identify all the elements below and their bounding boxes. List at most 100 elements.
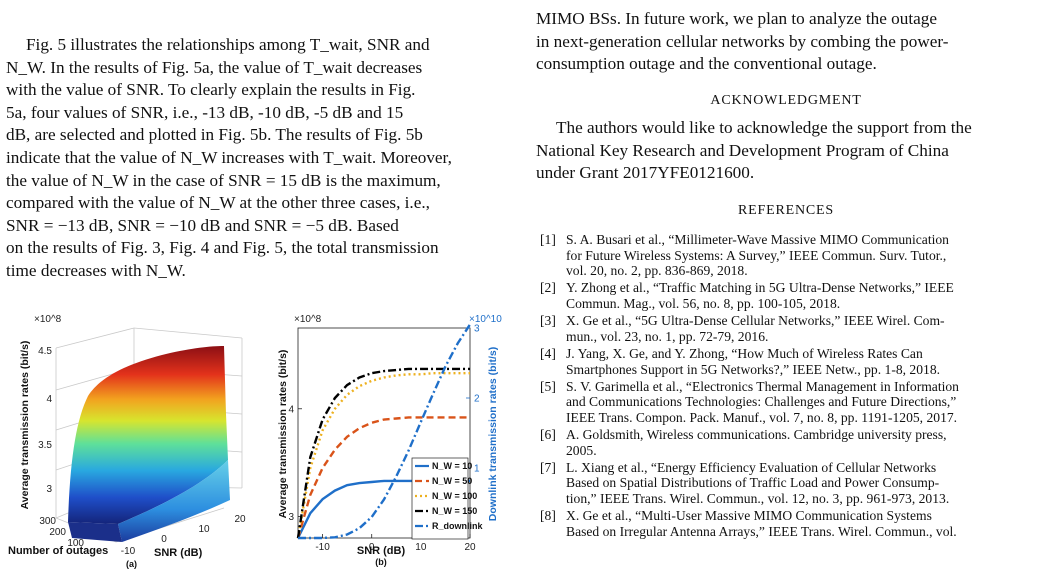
reference-number: [4]: [540, 345, 556, 361]
line-3: 5a, four values of SNR, i.e., -13 dB, -1…: [6, 102, 404, 122]
reference-line: A. Goldsmith, Wireless communications. C…: [566, 427, 947, 443]
ztick-4: 4: [46, 394, 52, 405]
line-10: time decreases with N_W.: [6, 260, 186, 280]
reference-item: [5] S. V. Garimella et al., “Electronics …: [540, 379, 1036, 426]
reference-number: [2]: [540, 280, 556, 296]
line-5: indicate that the value of N_W increases…: [6, 147, 452, 167]
line-9: on the results of Fig. 3, Fig. 4 and Fig…: [6, 238, 439, 258]
intro-line-1: in next-generation cellular networks by …: [536, 31, 949, 51]
series-line-1: [296, 416, 470, 539]
surface-xlabel: SNR (dB): [154, 547, 203, 559]
reference-item: [1] S. A. Busari et al., “Millimeter-Wave…: [540, 232, 1036, 279]
xtick--10: -10: [121, 546, 136, 557]
line-4: dB, are selected and plotted in Fig. 5b.…: [6, 125, 423, 145]
legend-label-4: R_downlink: [432, 521, 483, 531]
reference-line: S. A. Busari et al., “Millimeter-Wave Ma…: [566, 232, 949, 247]
reference-number: [6]: [540, 427, 556, 443]
x-tick-label: 10: [415, 542, 427, 553]
reference-number: [1]: [540, 232, 556, 247]
reference-item: [6] A. Goldsmith, Wireless communications…: [540, 427, 1036, 458]
surface-zlabel: Average transmission rates (bit/s): [19, 341, 31, 510]
line-6: the value of N_W in the case of SNR = 15…: [6, 170, 441, 190]
reference-line: Commun. Mag., vol. 56, no. 8, pp. 100-10…: [566, 295, 841, 311]
legend-label-3: N_W = 150: [432, 506, 477, 516]
line-1: N_W. In the results of Fig. 5a, the valu…: [6, 57, 423, 77]
reference-line: L. Xiang et al., “Energy Efficiency Eval…: [566, 459, 937, 475]
reference-text: S. A. Busari et al., “Millimeter-Wave Ma…: [566, 232, 1036, 279]
x-tick-label: -10: [315, 542, 330, 553]
surface-panel-label: (a): [126, 559, 137, 569]
acknowledgment-heading: ACKNOWLEDGMENT: [710, 93, 862, 108]
ack-line-2: under Grant 2017YFE0121600.: [536, 163, 755, 183]
y-left-tick-label: 4: [288, 404, 294, 415]
reference-line: tion,” IEEE Trans. Wirel. Commun., vol. …: [566, 491, 950, 507]
right-scale-label: ×10^10: [469, 314, 502, 325]
legend-label-1: N_W = 50: [432, 476, 472, 486]
ytick-200: 200: [49, 527, 66, 538]
line-8: SNR = −13 dB, SNR = −10 dB and SNR = −5 …: [6, 215, 399, 235]
reference-item: [4] J. Yang, X. Ge, and Y. Zhong, “How Mu…: [540, 346, 1036, 377]
reference-line: J. Yang, X. Ge, and Y. Zhong, “How Much …: [566, 345, 923, 361]
reference-line: mun., vol. 23, no. 1, pp. 72-79, 2016.: [566, 328, 769, 344]
reference-line: for Future Wireless Systems: A Survey,” …: [566, 247, 947, 263]
reference-line: Based on Spatial Distributions of Traffi…: [566, 475, 940, 491]
surface-zticks: 4.5 4 3.5 3: [38, 346, 52, 495]
reference-number: [7]: [540, 459, 556, 475]
reference-line: Based on Irregular Antenna Arrays,” IEEE…: [566, 523, 957, 539]
references-heading: REFERENCES: [738, 203, 834, 218]
line-panel-label: (b): [375, 557, 387, 567]
reference-text: J. Yang, X. Ge, and Y. Zhong, “How Much …: [566, 346, 1036, 377]
reference-text: X. Ge et al., “5G Ultra-Dense Cellular N…: [566, 313, 1036, 344]
surface-side: [118, 460, 230, 542]
reference-line: X. Ge et al., “5G Ultra-Dense Cellular N…: [566, 313, 945, 329]
reference-item: [8] X. Ge et al., “Multi-User Massive MIM…: [540, 508, 1036, 539]
reference-line: vol. 20, no. 2, pp. 836-869, 2018.: [566, 263, 748, 279]
reference-number: [3]: [540, 313, 556, 329]
series-line-2: [296, 372, 470, 539]
reference-line: 2005.: [566, 442, 597, 458]
reference-number: [5]: [540, 378, 556, 394]
ztick-3: 3: [46, 484, 52, 495]
figure-5a-surface: ×10^8 4.5 4 3.5 3 Average transmission r…: [8, 314, 246, 569]
surface-zscale: ×10^8: [34, 314, 62, 325]
line-0: Fig. 5 illustrates the relationships amo…: [26, 35, 430, 54]
reference-text: Y. Zhong et al., “Traffic Matching in 5G…: [566, 280, 1036, 311]
surface-ylabel: Number of outages: [8, 545, 108, 557]
line-ylabel-right: Downlink transmission rates (bit/s): [487, 347, 499, 521]
reference-item: [7] L. Xiang et al., “Energy Efficiency E…: [540, 460, 1036, 507]
x-tick-label: 0: [369, 542, 375, 553]
ztick-3.5: 3.5: [38, 440, 52, 451]
legend-label-0: N_W = 10: [432, 461, 472, 471]
line-7: compared with the value of N_W at the ot…: [6, 193, 430, 213]
reference-line: X. Ge et al., “Multi-User Massive MIMO C…: [566, 508, 932, 524]
acknowledgment-text: The authors would like to acknowledge th…: [536, 117, 1036, 185]
line-ylabel-left: Average transmission rates (bit/s): [277, 350, 289, 519]
y-left-tick-label: 3: [288, 512, 294, 523]
surface-top: [68, 346, 228, 524]
ack-line-1: National Key Research and Development Pr…: [536, 140, 949, 160]
ztick-4.5: 4.5: [38, 346, 52, 357]
ytick-300: 300: [39, 516, 56, 527]
series-line-3: [296, 367, 470, 539]
legend-label-2: N_W = 100: [432, 491, 477, 501]
reference-line: and Communications Technologies: Challen…: [566, 394, 957, 410]
reference-item: [3] X. Ge et al., “5G Ultra-Dense Cellula…: [540, 313, 1036, 344]
intro-line-2: consumption outage and the conventional …: [536, 54, 877, 74]
conclusion-end: MIMO BSs. In future work, we plan to ana…: [536, 8, 1036, 76]
reference-line: Smartphones Support in 5G Networks?,” IE…: [566, 361, 941, 377]
fig5-discussion: Fig. 5 illustrates the relationships amo…: [6, 34, 504, 283]
reference-item: [2] Y. Zhong et al., “Traffic Matching in…: [540, 280, 1036, 311]
reference-text: S. V. Garimella et al., “Electronics The…: [566, 379, 1036, 426]
y-right-tick-label: 3: [474, 324, 480, 335]
line-xlabel: SNR (dB): [357, 545, 406, 557]
y-right-tick-label: 2: [474, 394, 480, 405]
xtick-10: 10: [198, 524, 210, 535]
xtick-0: 0: [161, 534, 167, 545]
ack-line-0: The authors would like to acknowledge th…: [556, 118, 972, 137]
surface-xticks: -10 0 10 20: [121, 514, 246, 557]
series-line-4: [298, 323, 472, 540]
surface-front: [68, 522, 122, 542]
reference-line: Y. Zhong et al., “Traffic Matching in 5G…: [566, 280, 954, 296]
xtick-20: 20: [234, 514, 246, 525]
line-axes: -10 0 10 20 3 4 1 2 3: [288, 324, 480, 554]
